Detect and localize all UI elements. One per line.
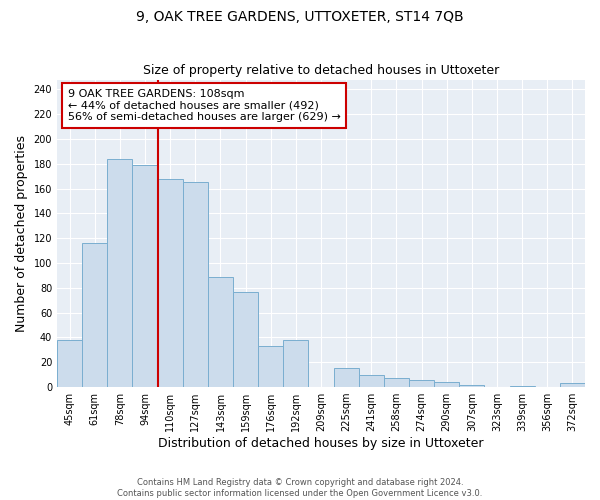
Bar (233, 292, 258, 387)
Bar (359, 374, 384, 387)
Bar (283, 340, 308, 387)
Text: 9 OAK TREE GARDENS: 108sqm
← 44% of detached houses are smaller (492)
56% of sem: 9 OAK TREE GARDENS: 108sqm ← 44% of deta… (68, 89, 340, 122)
Title: Size of property relative to detached houses in Uttoxeter: Size of property relative to detached ho… (143, 64, 499, 77)
Bar (334, 368, 359, 387)
Bar (258, 346, 283, 387)
Text: Contains HM Land Registry data © Crown copyright and database right 2024.
Contai: Contains HM Land Registry data © Crown c… (118, 478, 482, 498)
Bar (434, 382, 459, 387)
Bar (57, 340, 82, 387)
Bar (459, 384, 484, 387)
Bar (409, 380, 434, 387)
Bar (158, 179, 183, 387)
Bar (384, 378, 409, 387)
X-axis label: Distribution of detached houses by size in Uttoxeter: Distribution of detached houses by size … (158, 437, 484, 450)
Bar (107, 159, 133, 387)
Bar (183, 182, 208, 387)
Bar (208, 276, 233, 387)
Text: 9, OAK TREE GARDENS, UTTOXETER, ST14 7QB: 9, OAK TREE GARDENS, UTTOXETER, ST14 7QB (136, 10, 464, 24)
Bar (509, 386, 535, 387)
Bar (560, 384, 585, 387)
Bar (82, 243, 107, 387)
Y-axis label: Number of detached properties: Number of detached properties (15, 135, 28, 332)
Bar (133, 165, 158, 387)
